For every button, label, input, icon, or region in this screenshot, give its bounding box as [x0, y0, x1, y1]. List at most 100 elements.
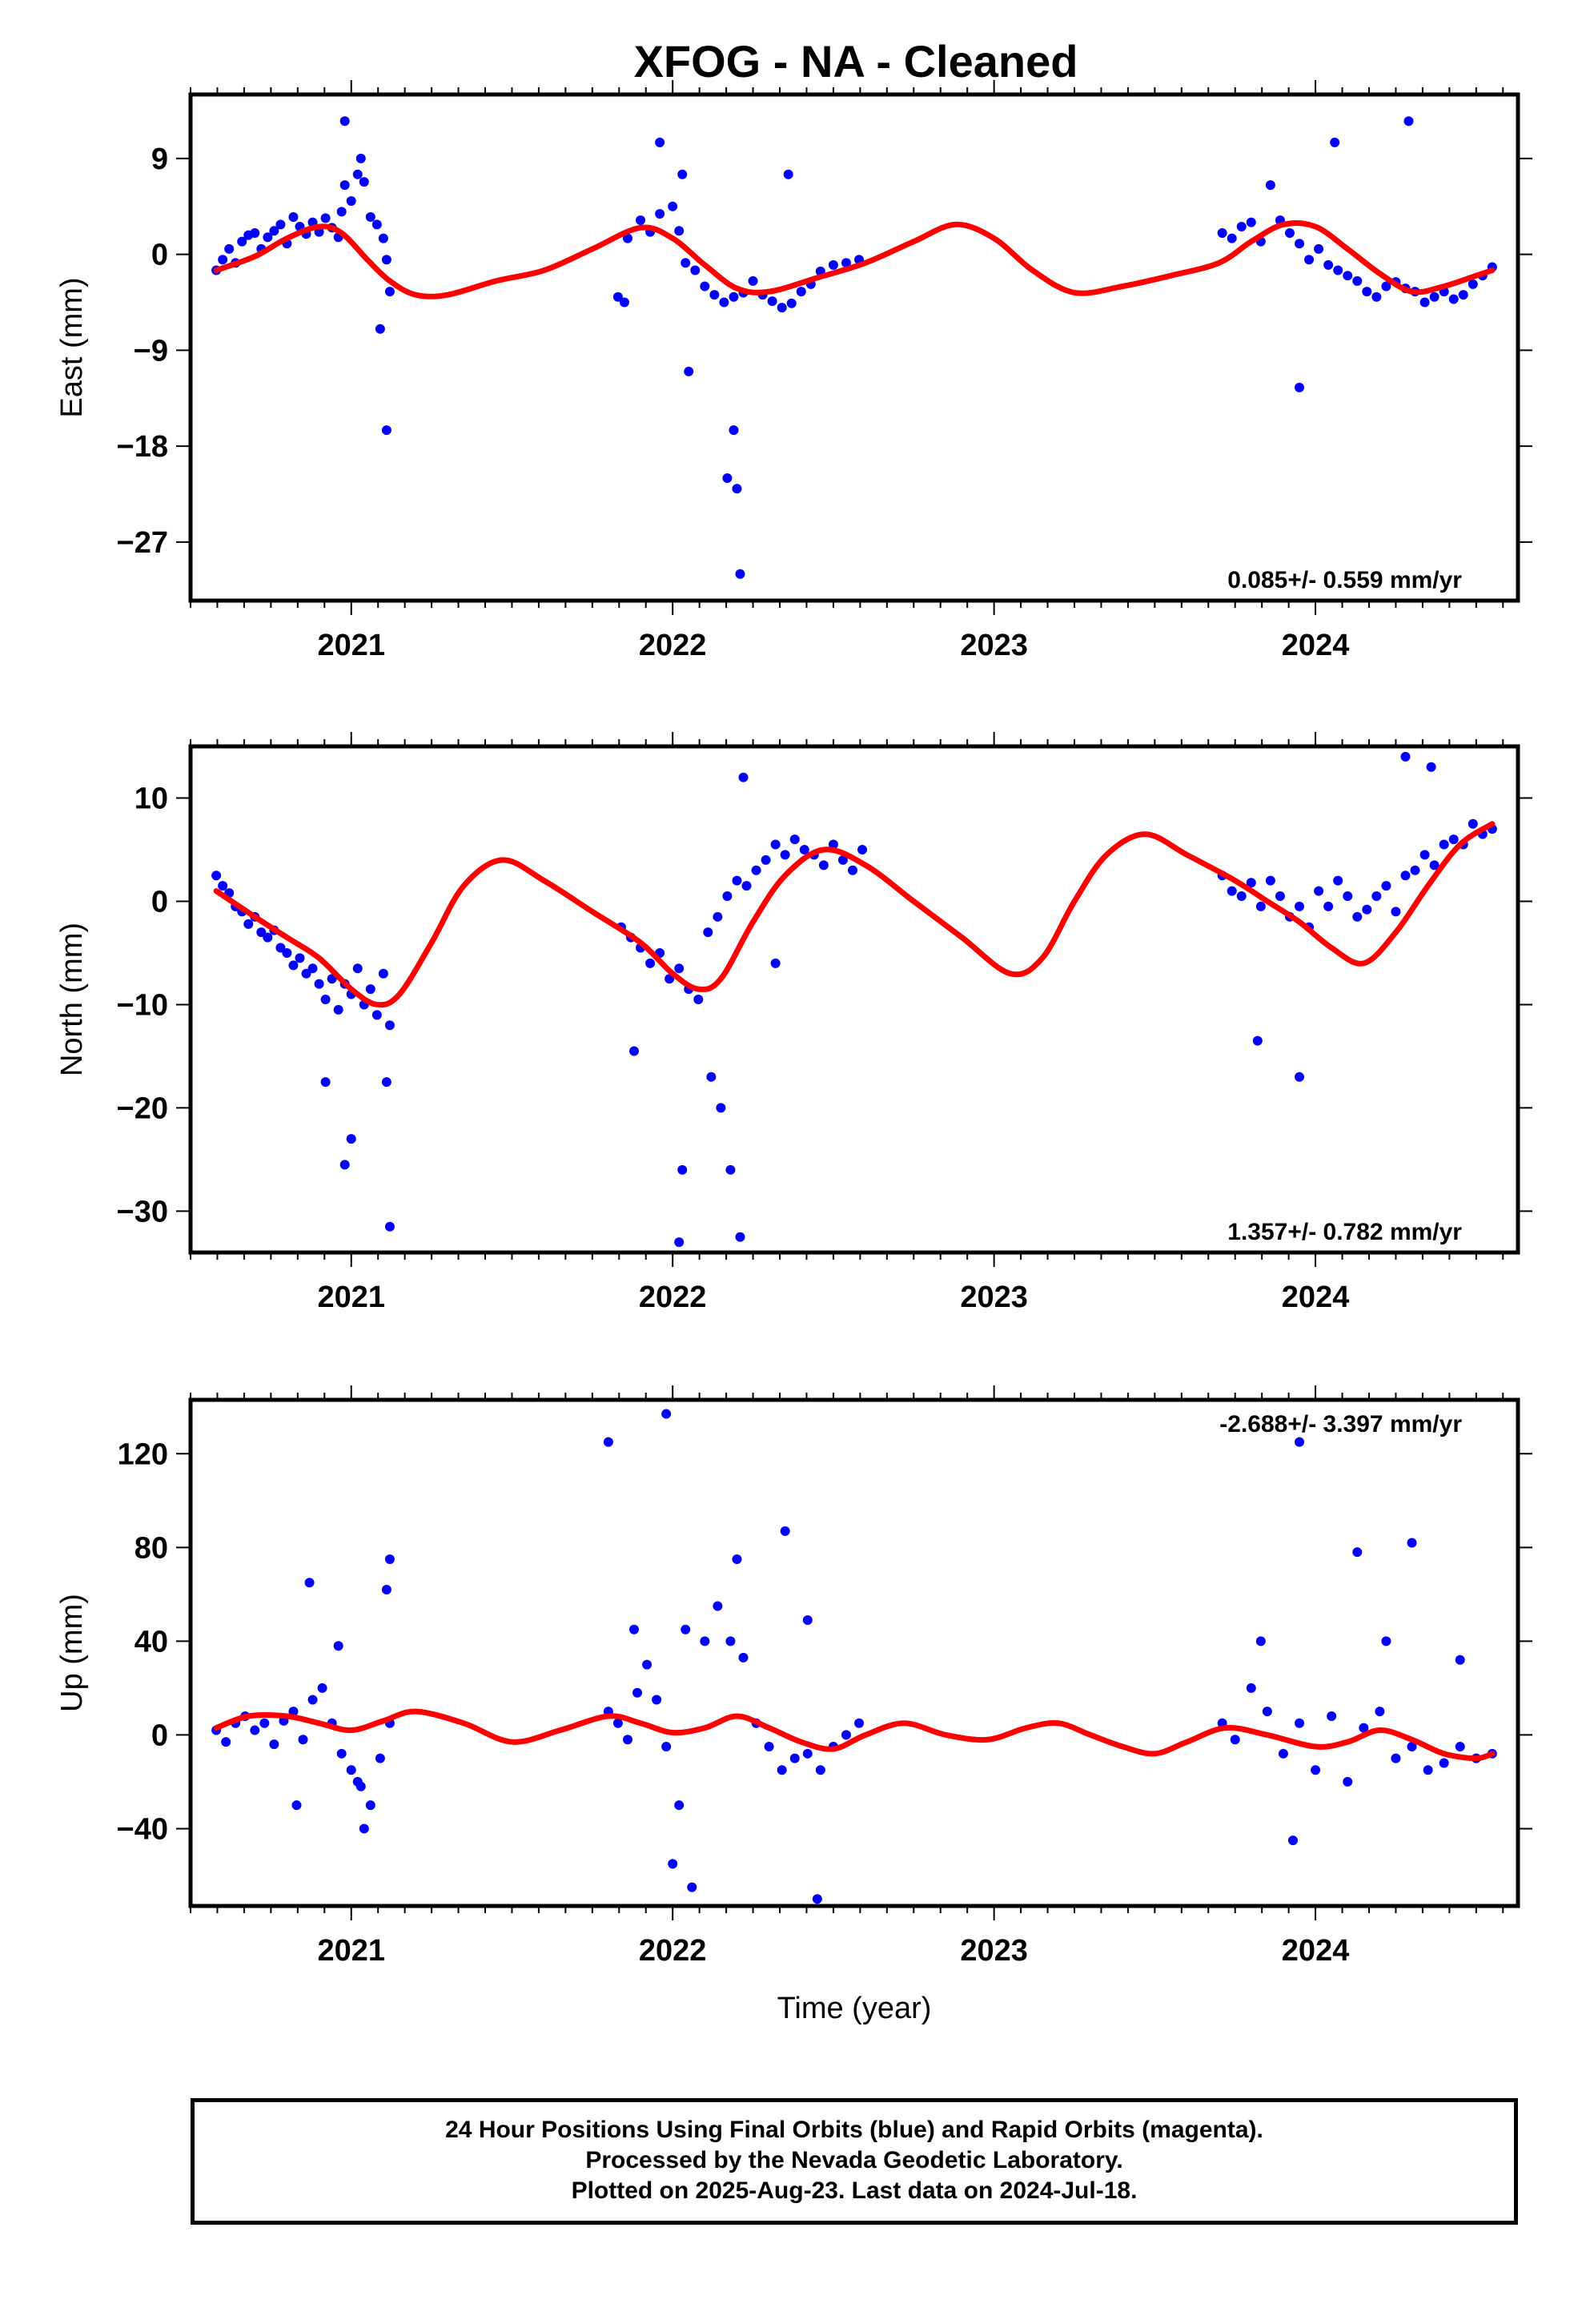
data-point	[1227, 233, 1237, 243]
data-point	[1468, 279, 1478, 289]
data-point	[256, 927, 267, 938]
data-point	[751, 865, 761, 875]
data-point	[1246, 217, 1256, 227]
data-point	[1381, 281, 1391, 292]
data-point	[275, 943, 286, 953]
data-point	[636, 215, 646, 226]
data-point	[259, 1718, 270, 1728]
y-tick-label: 80	[135, 1531, 168, 1565]
data-point	[339, 1160, 350, 1170]
data-point	[320, 1077, 331, 1088]
data-point	[378, 968, 388, 979]
data-point	[1323, 259, 1334, 270]
data-point	[333, 1004, 343, 1015]
data-point	[365, 212, 375, 223]
data-point	[1426, 762, 1436, 772]
data-point	[336, 1748, 347, 1759]
data-point	[224, 243, 235, 254]
data-point	[336, 207, 347, 217]
data-point	[295, 953, 305, 963]
data-point	[738, 1652, 749, 1663]
data-point	[1265, 180, 1275, 191]
data-point	[722, 472, 733, 483]
data-point	[352, 169, 363, 179]
data-point	[269, 226, 279, 236]
data-point	[1330, 137, 1340, 147]
data-point	[221, 1737, 231, 1747]
data-point	[1359, 1723, 1369, 1733]
y-tick-label: −18	[117, 430, 168, 464]
data-point	[1371, 891, 1382, 902]
data-point	[1333, 875, 1343, 886]
data-point	[681, 1624, 691, 1634]
plot-area	[211, 1409, 1497, 1904]
data-point	[706, 1072, 717, 1082]
data-point	[700, 1636, 710, 1647]
x-tick-label: 2022	[639, 1281, 707, 1314]
data-point	[291, 1800, 302, 1811]
data-point	[1352, 275, 1363, 286]
data-point	[713, 911, 723, 922]
data-point	[301, 968, 311, 979]
panel-east: 2021 2022 2023 2024 9 0 −9 −18 −27 East (mm) 0.085…	[55, 80, 1532, 662]
data-point	[1304, 255, 1315, 265]
footer-line-2: Processed by the Nevada Geodetic Laborat…	[585, 2147, 1123, 2173]
data-point	[1246, 1683, 1256, 1693]
y-axis-label: East (mm)	[55, 277, 89, 417]
data-point	[381, 425, 391, 436]
data-point	[1236, 221, 1247, 231]
data-point	[612, 292, 623, 302]
data-point	[359, 177, 369, 187]
data-point	[1287, 1835, 1298, 1846]
data-point	[1295, 382, 1305, 392]
data-point	[384, 287, 395, 297]
data-point	[1230, 1735, 1240, 1745]
data-point	[725, 1636, 736, 1647]
data-point	[381, 1077, 391, 1088]
data-point	[1407, 1538, 1417, 1548]
data-point	[1265, 875, 1275, 886]
data-point	[815, 1765, 825, 1775]
data-point	[218, 255, 228, 265]
data-point	[713, 1601, 723, 1611]
data-point	[687, 1882, 697, 1892]
data-point	[1255, 1636, 1266, 1647]
data-point	[346, 196, 356, 207]
data-point	[818, 860, 829, 870]
data-point	[269, 1739, 279, 1750]
y-tick-label: 0	[151, 239, 168, 272]
data-point	[802, 1748, 813, 1759]
data-point	[307, 963, 318, 974]
data-point	[355, 153, 366, 163]
y-tick-label: −10	[117, 988, 168, 1022]
data-point	[1278, 1748, 1288, 1759]
data-point	[655, 137, 665, 147]
data-point	[1311, 1765, 1321, 1775]
data-point	[375, 324, 385, 334]
data-point	[1252, 1035, 1263, 1046]
x-tick-label: 2024	[1282, 1281, 1350, 1314]
data-point	[1362, 287, 1372, 297]
data-point	[684, 366, 694, 376]
y-tick-label: −27	[117, 526, 168, 560]
data-point	[1391, 1753, 1401, 1763]
data-point	[622, 233, 632, 243]
data-point	[218, 881, 228, 891]
y-tick-label: 0	[151, 885, 168, 919]
data-point	[314, 979, 324, 989]
data-point	[1419, 297, 1430, 308]
data-point	[786, 298, 797, 308]
x-tick-label: 2023	[960, 1281, 1028, 1314]
data-point	[288, 212, 299, 223]
data-point	[250, 1725, 260, 1735]
data-point	[346, 1134, 356, 1144]
data-point	[1333, 265, 1343, 275]
y-tick-label: −30	[117, 1195, 168, 1228]
data-point	[346, 1765, 356, 1775]
data-point	[1255, 901, 1266, 911]
data-point	[652, 1695, 662, 1705]
data-point	[722, 891, 733, 902]
data-point	[1343, 891, 1353, 902]
data-point	[378, 233, 388, 243]
data-point	[1371, 292, 1382, 302]
